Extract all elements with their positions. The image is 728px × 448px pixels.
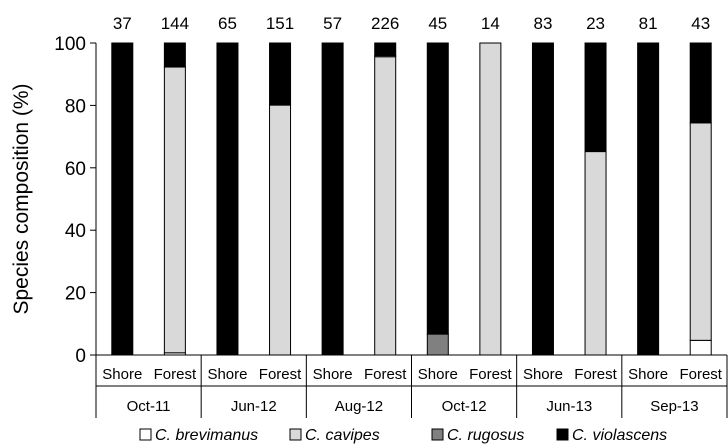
legend-swatch xyxy=(289,428,302,441)
y-tick-label: 100 xyxy=(54,34,86,55)
sample-count-label: 45 xyxy=(428,14,447,33)
habitat-label: Shore xyxy=(102,366,142,383)
legend-label: C. brevimanus xyxy=(155,427,258,444)
bar-segment xyxy=(374,56,397,356)
habitat-label: Forest xyxy=(679,366,722,383)
bar-segment xyxy=(637,42,660,356)
legend-swatch xyxy=(431,428,444,441)
sampling-date-label: Jun-12 xyxy=(231,398,277,415)
sample-count-label: 151 xyxy=(266,14,294,33)
y-tick-label: 40 xyxy=(65,221,86,242)
bar-segment xyxy=(531,42,554,356)
habitat-label: Shore xyxy=(523,366,563,383)
bar-segment xyxy=(689,339,712,356)
habitat-label: Forest xyxy=(364,366,407,383)
habitat-label: Shore xyxy=(418,366,458,383)
habitat-label: Forest xyxy=(259,366,302,383)
habitat-label: Forest xyxy=(154,366,197,383)
bar-segment xyxy=(111,42,134,356)
legend-label: C. cavipes xyxy=(305,427,380,444)
habitat-label: Shore xyxy=(313,366,353,383)
bar-segment xyxy=(584,151,607,356)
bar-segment xyxy=(426,42,449,335)
bar-segment xyxy=(269,42,292,106)
sample-count-label: 144 xyxy=(161,14,189,33)
sample-count-label: 57 xyxy=(323,14,342,33)
y-axis-title: Species composition (%) xyxy=(10,83,33,314)
sample-count-label: 37 xyxy=(113,14,132,33)
sample-count-label: 81 xyxy=(639,14,658,33)
sampling-date-label: Sep-13 xyxy=(650,398,698,415)
y-tick-label: 0 xyxy=(75,346,86,367)
sampling-date-label: Jun-13 xyxy=(546,398,592,415)
sample-count-label: 43 xyxy=(691,14,710,33)
sample-count-label: 226 xyxy=(371,14,399,33)
y-tick-label: 20 xyxy=(65,284,86,305)
sampling-date-label: Oct-11 xyxy=(127,398,171,415)
sample-count-label: 23 xyxy=(586,14,605,33)
sample-count-label: 14 xyxy=(481,14,500,33)
bar-segment xyxy=(689,122,712,341)
bar-segment xyxy=(426,333,449,356)
bar-segment xyxy=(479,42,502,356)
legend-label: C. violascens xyxy=(572,427,667,444)
bar-segment xyxy=(584,42,607,153)
sample-count-label: 65 xyxy=(218,14,237,33)
habitat-label: Forest xyxy=(469,366,512,383)
sampling-date-label: Aug-12 xyxy=(335,398,383,415)
bar-segment xyxy=(216,42,239,356)
bar-segment xyxy=(269,104,292,356)
legend-label: C. rugosus xyxy=(447,427,524,444)
bar-segment xyxy=(163,42,186,68)
sampling-date-label: Oct-12 xyxy=(442,398,487,415)
habitat-label: Shore xyxy=(207,366,247,383)
y-tick-label: 60 xyxy=(65,159,86,180)
legend-swatch xyxy=(139,428,152,441)
bar-segment xyxy=(163,66,186,354)
legend-swatch xyxy=(556,428,569,441)
bar-segment xyxy=(321,42,344,356)
sample-count-label: 83 xyxy=(533,14,552,33)
habitat-label: Forest xyxy=(574,366,617,383)
y-tick-label: 80 xyxy=(65,96,86,117)
bar-segment xyxy=(374,42,397,56)
habitat-label: Shore xyxy=(628,366,668,383)
bar-segment xyxy=(689,42,712,124)
